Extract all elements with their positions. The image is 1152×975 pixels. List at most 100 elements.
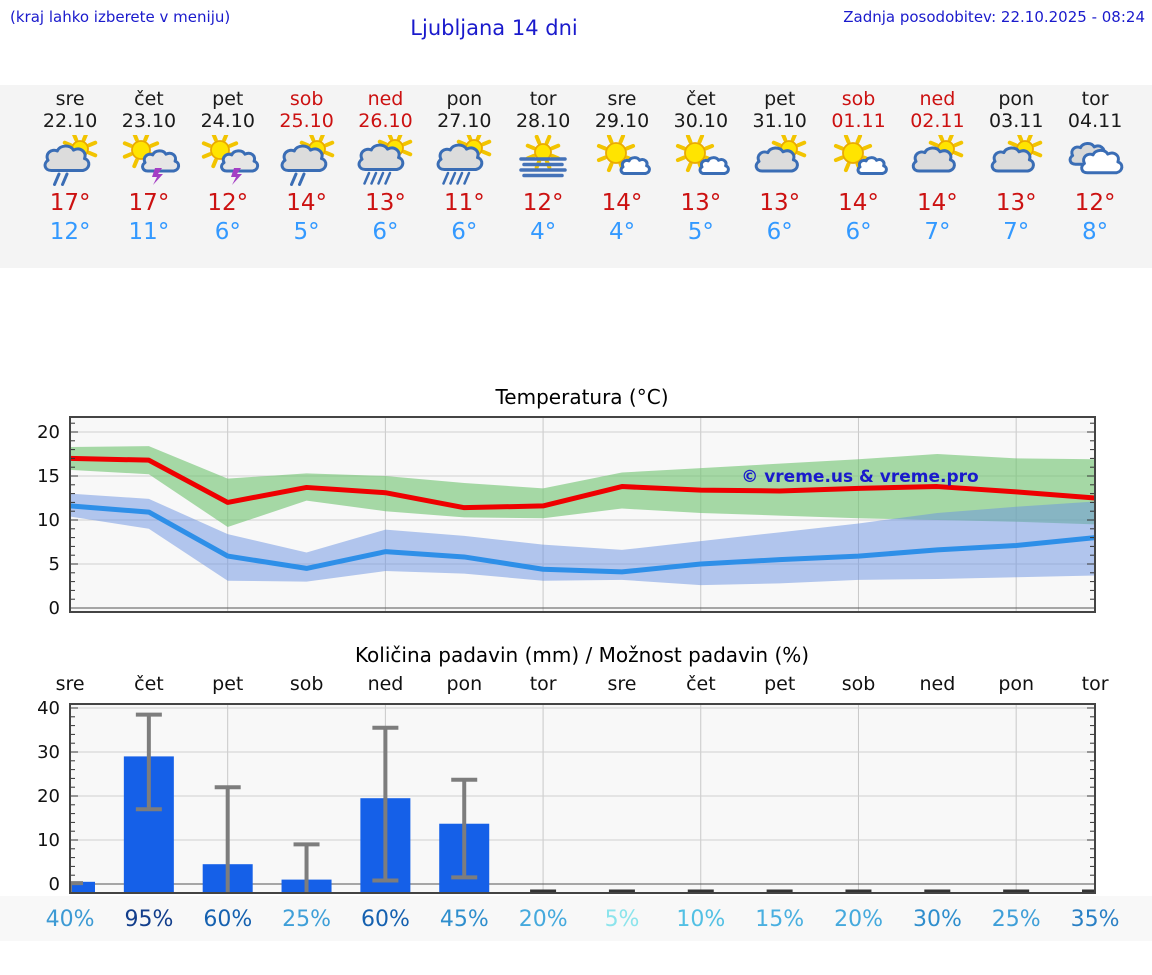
sun-cloud-storm-icon xyxy=(122,135,181,185)
day-min-temp: 7° xyxy=(1003,219,1030,245)
day-max-temp: 13° xyxy=(759,190,801,216)
precip-probability-label: 60% xyxy=(203,907,253,932)
day-min-temp: 6° xyxy=(451,219,478,245)
precip-day-label: ned xyxy=(919,673,956,695)
precip-day-label: pet xyxy=(764,673,796,695)
forecast-day-column[interactable]: čet 23.10 17° 11° xyxy=(109,88,188,247)
day-date: 26.10 xyxy=(358,110,413,132)
temp-max-line xyxy=(69,455,1096,511)
precip-probability-label: 60% xyxy=(361,907,410,932)
temp-y-tick-label: 15 xyxy=(37,466,60,487)
day-name: pet xyxy=(212,88,244,110)
day-date: 24.10 xyxy=(200,110,255,132)
partly-cloudy-icon xyxy=(990,135,1043,173)
precip-day-label: sob xyxy=(289,673,324,695)
precip-error-bar xyxy=(451,777,478,880)
day-max-temp: 14° xyxy=(601,190,643,216)
cloud-shape xyxy=(280,144,327,172)
precip-error-bar xyxy=(293,842,320,893)
cloud-shape xyxy=(141,149,181,173)
day-date: 04.11 xyxy=(1067,110,1123,132)
fog-icon xyxy=(519,135,567,178)
day-name: pet xyxy=(764,88,796,110)
temp-max-range xyxy=(70,446,1095,528)
day-name: čet xyxy=(134,88,164,110)
cloud-shape xyxy=(754,146,799,173)
day-min-temp: 11° xyxy=(128,219,170,245)
forecast-day-column[interactable]: pon 03.11 13° 7° xyxy=(977,88,1056,247)
cloud-shape xyxy=(219,149,259,173)
day-min-temp: 6° xyxy=(372,219,399,245)
forecast-day-column[interactable]: tor 28.10 12° 4° xyxy=(504,88,583,247)
forecast-day-column[interactable]: pet 31.10 13° 6° xyxy=(740,88,819,247)
precip-zero-mark xyxy=(1003,889,1030,893)
forecast-day-column[interactable]: ned 26.10 13° 6° xyxy=(346,88,425,247)
temp-y-tick-label: 5 xyxy=(49,554,60,575)
partly-cloudy-icon xyxy=(754,135,806,173)
cloud-shape xyxy=(856,156,888,176)
cloud-shape xyxy=(619,156,651,176)
precip-probability-label: 40% xyxy=(45,907,95,932)
precip-day-label: pet xyxy=(212,673,244,695)
precip-day-label: čet xyxy=(134,673,164,695)
day-date: 31.10 xyxy=(752,110,807,132)
precip-zero-mark xyxy=(845,889,872,893)
temp-y-tick-label: 10 xyxy=(37,510,60,531)
temp-y-tick-label: 20 xyxy=(37,422,60,443)
day-name: tor xyxy=(1081,88,1109,110)
forecast-day-column[interactable]: tor 04.11 12° 8° xyxy=(1056,88,1135,247)
precip-y-tick-label: 10 xyxy=(37,830,60,851)
day-min-temp: 8° xyxy=(1082,219,1109,245)
precip-probability-label: 45% xyxy=(439,907,489,932)
forecast-day-column[interactable]: pet 24.10 12° 6° xyxy=(188,88,267,247)
precip-bar xyxy=(70,881,95,893)
day-date: 02.11 xyxy=(910,110,965,132)
forecast-day-column[interactable]: ned 02.11 14° 7° xyxy=(898,88,977,247)
last-update-timestamp: Zadnja posodobitev: 22.10.2025 - 08:24 xyxy=(843,8,1145,26)
watermark-link[interactable]: © vreme.us & vreme.pro xyxy=(741,467,979,487)
precip-zero-mark xyxy=(1082,889,1095,893)
day-name: čet xyxy=(686,88,716,110)
precip-chart-title: Količina padavin (mm) / Možnost padavin … xyxy=(354,643,810,667)
day-max-temp: 17° xyxy=(49,190,91,216)
temp-y-tick-label: 0 xyxy=(49,598,60,619)
day-max-temp: 13° xyxy=(365,190,406,216)
forecast-day-column[interactable]: sre 22.10 17° 12° xyxy=(31,88,110,247)
precip-probability-label: 95% xyxy=(124,907,174,932)
mostly-sunny-icon xyxy=(675,135,730,176)
forecast-day-column[interactable]: sre 29.10 14° 4° xyxy=(583,88,662,247)
cloud-shape xyxy=(358,143,405,171)
day-min-temp: 6° xyxy=(766,219,793,245)
precip-y-tick-label: 0 xyxy=(49,874,60,895)
day-name: pon xyxy=(998,88,1035,110)
day-name: ned xyxy=(919,88,956,110)
day-name: sre xyxy=(607,88,637,110)
precip-error-bar xyxy=(70,881,83,893)
forecast-day-column[interactable]: čet 30.10 13° 5° xyxy=(661,88,740,247)
precip-day-label: sre xyxy=(55,673,85,695)
forecast-day-column[interactable]: sob 01.11 14° 6° xyxy=(819,88,898,247)
day-max-temp: 12° xyxy=(1074,190,1116,216)
forecast-day-column[interactable]: pon 27.10 11° 6° xyxy=(425,88,504,247)
day-min-temp: 6° xyxy=(845,219,872,245)
temperature-chart-title: Temperatura (°C) xyxy=(495,385,669,409)
day-name: pon xyxy=(446,88,483,110)
partly-cloudy-icon xyxy=(912,135,964,173)
forecast-day-column[interactable]: sob 25.10 14° 5° xyxy=(267,88,346,247)
day-max-temp: 14° xyxy=(917,190,958,216)
cloudy-icon xyxy=(1068,142,1124,175)
precip-zero-mark xyxy=(766,889,793,893)
precip-day-label: tor xyxy=(1081,673,1109,695)
mostly-sunny-icon xyxy=(833,135,888,176)
day-max-temp: 14° xyxy=(286,190,328,216)
day-date: 03.11 xyxy=(989,110,1044,132)
page-title: Ljubljana 14 dni xyxy=(410,16,578,40)
precip-y-tick-label: 40 xyxy=(37,698,60,719)
cloud-shape xyxy=(990,146,1036,173)
precip-probability-label: 30% xyxy=(912,907,962,932)
sun-cloud-heavy-rain-icon xyxy=(436,135,492,185)
precip-day-label: čet xyxy=(686,673,716,695)
temperature-chart: 0 5 10 15 20 xyxy=(37,416,1096,619)
temp-min-line xyxy=(69,503,1096,575)
